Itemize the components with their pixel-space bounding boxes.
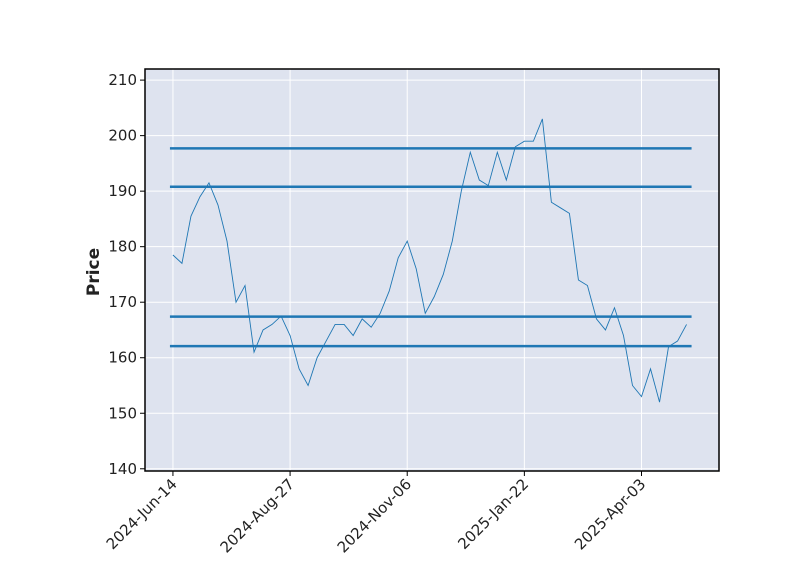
x-tick-label: 2024-Jun-14 (103, 475, 181, 553)
x-tick-label: 2025-Apr-03 (571, 475, 649, 553)
y-tick-label: 210 (108, 71, 137, 89)
y-axis-label: Price (84, 248, 104, 296)
y-tick-label: 140 (108, 460, 137, 478)
y-tick-label: 180 (108, 238, 137, 256)
x-tick-label: 2024-Nov-06 (334, 475, 415, 556)
price-line (172, 118, 687, 403)
y-tick-label: 160 (108, 349, 137, 367)
x-tick-label: 2024-Aug-27 (217, 475, 298, 556)
y-tick-label: 150 (108, 404, 137, 422)
y-tick-label: 190 (108, 182, 137, 200)
x-tick-label: 2025-Jan-22 (454, 475, 532, 553)
y-tick-label: 200 (108, 127, 137, 145)
y-tick-label: 170 (108, 293, 137, 311)
plot-frame (144, 68, 720, 472)
